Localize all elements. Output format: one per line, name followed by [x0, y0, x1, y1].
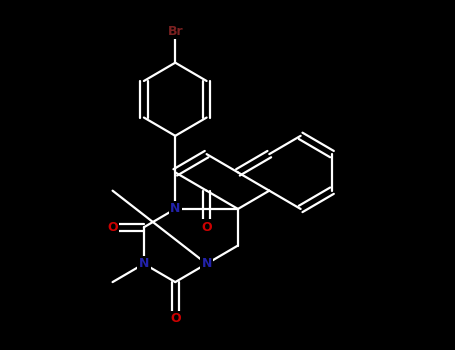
Text: O: O — [201, 221, 212, 234]
Text: O: O — [170, 312, 181, 325]
Text: N: N — [170, 202, 181, 216]
Text: O: O — [107, 221, 118, 234]
Text: N: N — [202, 257, 212, 270]
Text: Br: Br — [167, 25, 183, 38]
Text: N: N — [139, 257, 149, 270]
